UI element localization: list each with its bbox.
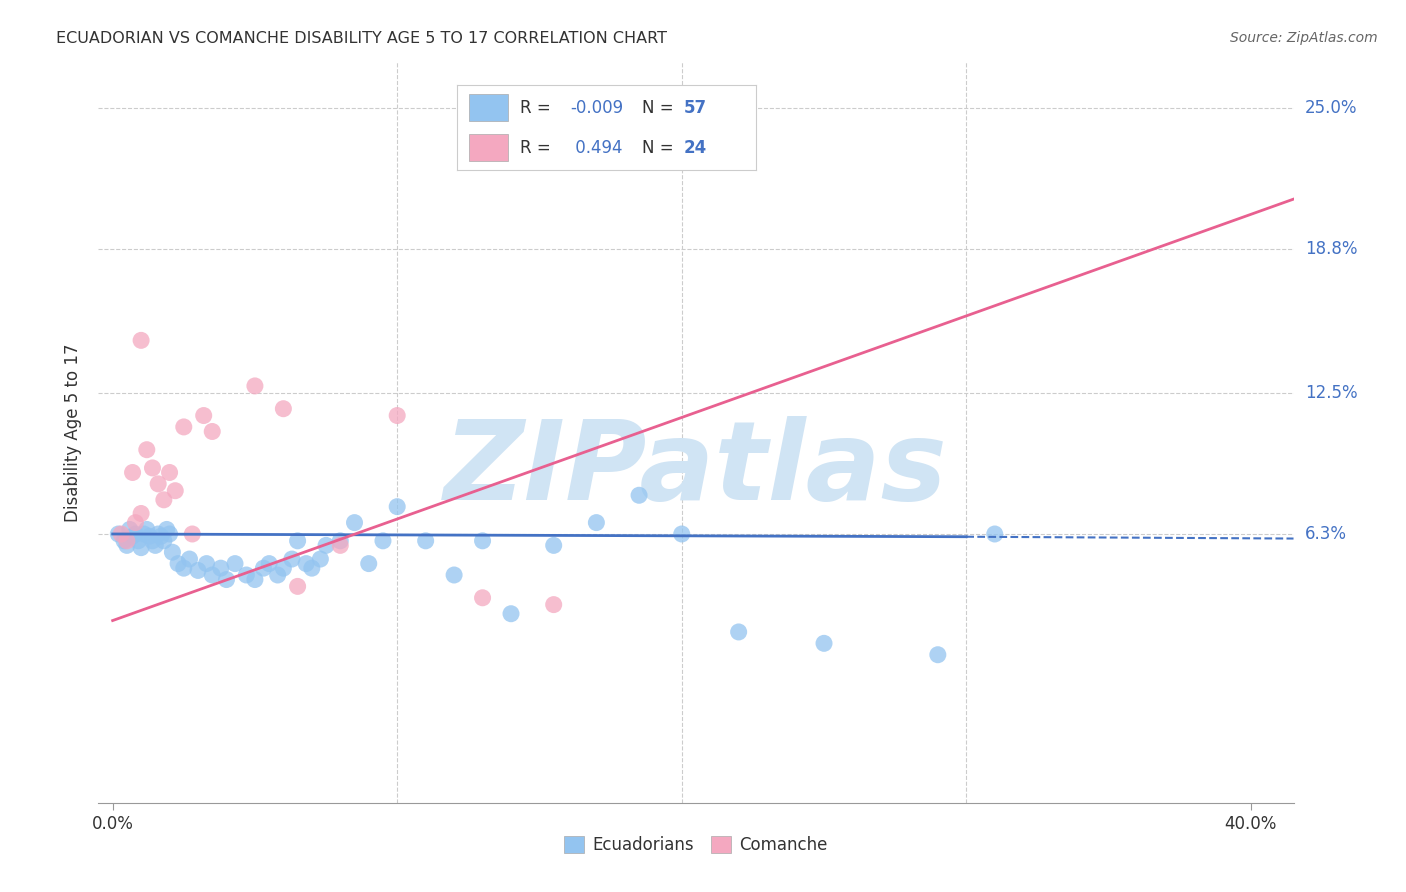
Point xyxy=(371,533,394,548)
Point xyxy=(201,425,224,439)
Point xyxy=(127,533,149,548)
Text: ECUADORIAN VS COMANCHE DISABILITY AGE 5 TO 17 CORRELATION CHART: ECUADORIAN VS COMANCHE DISABILITY AGE 5 … xyxy=(56,31,668,46)
Point xyxy=(159,527,181,541)
Text: 25.0%: 25.0% xyxy=(1305,99,1357,117)
Point xyxy=(984,527,1007,541)
Point xyxy=(179,552,201,566)
Point xyxy=(329,538,352,552)
Point xyxy=(295,557,318,571)
Point xyxy=(257,557,280,571)
Point xyxy=(187,564,209,578)
Point xyxy=(193,409,215,423)
Point xyxy=(201,568,224,582)
Point xyxy=(124,527,146,541)
Text: 18.8%: 18.8% xyxy=(1305,240,1357,259)
Point xyxy=(543,598,565,612)
Point xyxy=(224,557,246,571)
Point xyxy=(129,507,152,521)
Point xyxy=(235,568,257,582)
Point xyxy=(159,466,181,480)
Point xyxy=(599,101,621,115)
Point xyxy=(143,538,166,552)
Point xyxy=(173,561,195,575)
Point xyxy=(115,533,138,548)
Point xyxy=(132,527,155,541)
Text: 6.3%: 6.3% xyxy=(1305,525,1347,543)
Point xyxy=(243,379,266,393)
Point xyxy=(415,533,437,548)
Point xyxy=(124,516,146,530)
Point xyxy=(118,523,141,537)
Point xyxy=(499,607,522,621)
Point xyxy=(471,533,494,548)
Point xyxy=(443,568,465,582)
Point xyxy=(121,529,143,543)
Point xyxy=(287,579,309,593)
Point xyxy=(385,409,409,423)
Point xyxy=(150,529,173,543)
Point xyxy=(135,442,157,457)
Point xyxy=(181,527,204,541)
Point xyxy=(165,483,187,498)
Point xyxy=(315,538,337,552)
Point xyxy=(727,624,749,639)
Point xyxy=(115,538,138,552)
Point xyxy=(107,527,129,541)
Point xyxy=(148,527,170,541)
Legend: Ecuadorians, Comanche: Ecuadorians, Comanche xyxy=(558,830,834,861)
Point xyxy=(162,545,184,559)
Point xyxy=(138,529,160,543)
Point xyxy=(129,541,152,555)
Point xyxy=(141,461,163,475)
Point xyxy=(273,401,295,416)
Point xyxy=(173,420,195,434)
Point xyxy=(267,568,290,582)
Point xyxy=(252,561,274,575)
Point xyxy=(129,334,152,348)
Point xyxy=(309,552,332,566)
Point xyxy=(671,527,693,541)
Point xyxy=(112,533,135,548)
Point xyxy=(471,591,494,605)
Point xyxy=(215,573,238,587)
Point xyxy=(273,561,295,575)
Point xyxy=(156,523,179,537)
Point xyxy=(329,533,352,548)
Point xyxy=(148,476,170,491)
Point xyxy=(135,523,157,537)
Point xyxy=(209,561,232,575)
Y-axis label: Disability Age 5 to 17: Disability Age 5 to 17 xyxy=(65,343,83,522)
Point xyxy=(110,527,132,541)
Point xyxy=(141,533,163,548)
Point xyxy=(195,557,218,571)
Text: ZIPatlas: ZIPatlas xyxy=(444,417,948,523)
Text: Source: ZipAtlas.com: Source: ZipAtlas.com xyxy=(1230,31,1378,45)
Point xyxy=(543,538,565,552)
Point xyxy=(243,573,266,587)
Point xyxy=(357,557,380,571)
Text: 12.5%: 12.5% xyxy=(1305,384,1357,401)
Point xyxy=(281,552,304,566)
Point xyxy=(287,533,309,548)
Point xyxy=(153,492,176,507)
Point xyxy=(153,533,176,548)
Point xyxy=(301,561,323,575)
Point xyxy=(343,516,366,530)
Point xyxy=(121,466,143,480)
Point xyxy=(813,636,835,650)
Point xyxy=(385,500,409,514)
Point xyxy=(585,516,607,530)
Point xyxy=(167,557,190,571)
Point xyxy=(628,488,651,502)
Point xyxy=(927,648,949,662)
